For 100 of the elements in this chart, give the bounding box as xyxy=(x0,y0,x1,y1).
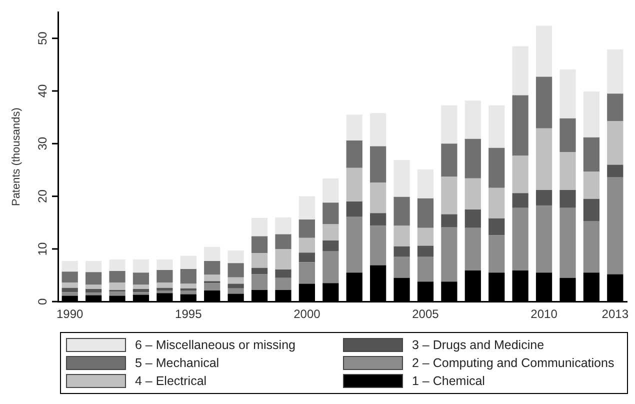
bar xyxy=(251,274,268,290)
bar xyxy=(251,218,268,236)
bar xyxy=(607,177,624,274)
bar xyxy=(536,128,552,190)
bar xyxy=(298,196,315,220)
bar xyxy=(275,248,292,270)
bar xyxy=(62,292,78,296)
bar xyxy=(394,196,410,226)
bar xyxy=(62,261,78,272)
bar xyxy=(441,144,458,177)
bar xyxy=(204,274,220,282)
bar xyxy=(132,284,150,289)
bar xyxy=(370,213,386,226)
bar xyxy=(464,138,481,178)
bar xyxy=(488,218,505,236)
bar xyxy=(109,271,126,283)
bar xyxy=(132,292,150,295)
legend-label: 2 – Computing and Communications xyxy=(412,356,614,370)
bar xyxy=(464,209,481,228)
bar xyxy=(180,288,196,291)
y-tick-label: 10 xyxy=(35,242,50,256)
bar xyxy=(346,168,362,202)
bar xyxy=(228,250,244,264)
legend-label: 6 – Miscellaneous or missing xyxy=(135,338,296,352)
x-tick-label: 2005 xyxy=(412,307,440,322)
bar xyxy=(346,140,362,168)
x-tick-label: 2000 xyxy=(294,307,321,322)
x-tick-label: 1990 xyxy=(56,307,84,322)
bar xyxy=(156,259,173,270)
bar xyxy=(417,228,434,246)
bar xyxy=(417,198,434,228)
bar xyxy=(156,288,173,291)
bar xyxy=(488,148,505,188)
bar xyxy=(251,236,268,254)
bar xyxy=(180,268,196,284)
bar xyxy=(62,272,78,283)
x-tick-label: 1995 xyxy=(175,307,202,322)
bar xyxy=(275,234,292,249)
bar xyxy=(536,76,552,128)
bar xyxy=(441,214,458,228)
bar xyxy=(322,240,339,252)
bar xyxy=(86,288,102,293)
y-axis-title: Patents (thousands) xyxy=(10,108,23,206)
bar xyxy=(394,160,410,197)
bar xyxy=(488,188,505,218)
bar xyxy=(370,146,386,183)
bar xyxy=(370,226,386,266)
bar xyxy=(228,284,244,288)
bar xyxy=(132,272,150,285)
bar xyxy=(86,272,102,285)
bar xyxy=(180,256,196,269)
bar xyxy=(394,246,410,257)
bar xyxy=(536,26,552,77)
bar xyxy=(180,290,196,294)
bar xyxy=(464,228,481,271)
bar xyxy=(156,270,173,283)
bar xyxy=(275,217,292,234)
bar xyxy=(370,182,386,214)
bar xyxy=(464,178,481,210)
bar xyxy=(583,198,600,222)
bar xyxy=(346,202,362,217)
bar xyxy=(583,92,600,138)
bar xyxy=(86,292,102,296)
bar xyxy=(441,176,458,214)
bar xyxy=(346,114,362,140)
y-tick-label: 50 xyxy=(35,31,50,46)
bar xyxy=(512,208,528,271)
bar xyxy=(560,208,576,278)
bar xyxy=(86,284,102,289)
bar xyxy=(560,152,576,190)
bar xyxy=(204,246,220,262)
y-tick-label: 30 xyxy=(35,136,50,150)
bar xyxy=(512,95,528,156)
bar xyxy=(322,251,339,284)
bar xyxy=(512,156,528,194)
bar xyxy=(560,118,576,152)
bar xyxy=(132,288,150,292)
bar xyxy=(86,261,102,272)
bar xyxy=(583,137,600,172)
bar xyxy=(109,282,126,290)
bar xyxy=(417,256,434,282)
bar xyxy=(156,290,173,294)
bar xyxy=(204,261,220,275)
legend-label: 1 – Chemical xyxy=(412,374,485,388)
bar xyxy=(536,206,552,273)
bar xyxy=(228,288,244,294)
bar xyxy=(132,259,150,273)
bar xyxy=(560,190,576,208)
bar xyxy=(322,224,339,241)
bar xyxy=(607,120,624,165)
bar xyxy=(109,259,126,272)
bar xyxy=(298,252,315,262)
bar xyxy=(298,219,315,238)
bar xyxy=(275,269,292,278)
bar xyxy=(607,94,624,121)
bar xyxy=(251,253,268,268)
bar xyxy=(536,190,552,206)
bar xyxy=(180,284,196,288)
bar xyxy=(441,227,458,282)
bar xyxy=(156,282,173,288)
